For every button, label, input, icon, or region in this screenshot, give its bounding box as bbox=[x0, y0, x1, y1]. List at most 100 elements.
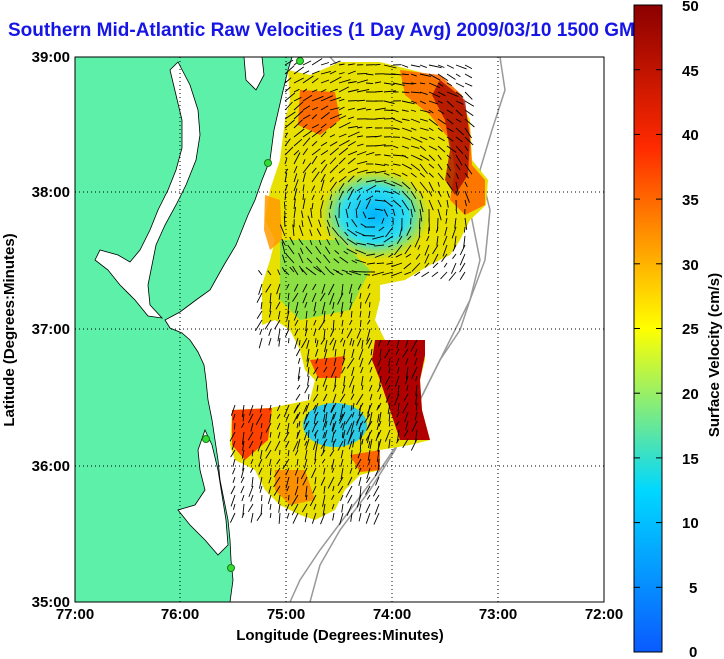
velocity-vector bbox=[326, 226, 331, 237]
velocity-vector bbox=[374, 199, 387, 202]
velocity-vector bbox=[241, 422, 245, 428]
velocity-vector bbox=[377, 366, 382, 375]
velocity-vector bbox=[365, 151, 375, 156]
velocity-vector bbox=[338, 157, 346, 165]
velocity-vector bbox=[334, 348, 337, 357]
velocity-vector bbox=[341, 328, 344, 335]
velocity-vector bbox=[350, 393, 355, 400]
velocity-vector bbox=[277, 310, 281, 320]
velocity-vector bbox=[276, 283, 281, 295]
velocity-vector bbox=[410, 109, 417, 112]
velocity-vector bbox=[311, 185, 316, 192]
velocity-vector bbox=[288, 337, 290, 344]
velocity-vector bbox=[250, 458, 254, 465]
velocity-vector bbox=[455, 64, 467, 70]
velocity-vector bbox=[305, 246, 313, 255]
velocity-vector bbox=[259, 485, 263, 493]
velocity-vector bbox=[309, 240, 313, 246]
velocity-vector bbox=[320, 438, 328, 450]
velocity-vector bbox=[388, 366, 391, 374]
velocity-vector bbox=[365, 185, 377, 192]
velocity-vector bbox=[332, 420, 337, 432]
velocity-vector bbox=[350, 420, 355, 432]
velocity-vector bbox=[437, 109, 445, 115]
velocity-vector bbox=[269, 413, 272, 423]
velocity-vector bbox=[396, 339, 400, 349]
velocity-vector bbox=[339, 512, 344, 525]
velocity-vector bbox=[419, 145, 427, 152]
velocity-vector bbox=[333, 357, 337, 367]
velocity-vector bbox=[320, 194, 324, 201]
velocity-vector bbox=[322, 440, 326, 454]
velocity-vector bbox=[386, 384, 391, 390]
velocity-vector bbox=[374, 144, 386, 147]
velocity-vector bbox=[247, 431, 254, 441]
velocity-vector bbox=[401, 136, 411, 141]
velocity-vector bbox=[405, 375, 409, 385]
velocity-vector bbox=[356, 99, 366, 102]
velocity-vector bbox=[315, 257, 322, 264]
velocity-vector bbox=[366, 253, 376, 256]
velocity-vector bbox=[401, 118, 410, 122]
velocity-vector bbox=[342, 339, 346, 347]
velocity-vector bbox=[401, 154, 409, 159]
velocity-vector bbox=[410, 199, 416, 213]
velocity-vector bbox=[355, 208, 358, 219]
velocity-vector bbox=[324, 429, 328, 439]
velocity-vector bbox=[446, 73, 456, 80]
velocity-vector bbox=[314, 431, 317, 439]
velocity-vector bbox=[395, 357, 400, 366]
velocity-vector bbox=[341, 366, 346, 374]
velocity-vector bbox=[383, 154, 391, 157]
velocity-vector bbox=[384, 375, 391, 385]
velocity-vector bbox=[330, 366, 337, 378]
velocity-vector bbox=[455, 136, 463, 143]
velocity-vector bbox=[292, 512, 299, 524]
velocity-vector bbox=[315, 246, 322, 255]
velocity-vector bbox=[388, 411, 391, 422]
colorbar: 50 45 40 35 30 25 20 15 10 5 0 Surface V… bbox=[633, 0, 723, 659]
velocity-vector bbox=[311, 77, 319, 84]
velocity-vector bbox=[285, 440, 290, 449]
velocity-vector bbox=[320, 159, 326, 165]
velocity-vector bbox=[366, 262, 376, 265]
velocity-vector bbox=[322, 494, 326, 507]
velocity-vector bbox=[356, 79, 369, 84]
velocity-vector bbox=[347, 228, 358, 237]
velocity-vector bbox=[298, 238, 304, 246]
velocity-vector bbox=[441, 253, 448, 262]
velocity-vector bbox=[405, 339, 409, 348]
velocity-vector bbox=[392, 199, 402, 208]
velocity-vector bbox=[368, 384, 373, 392]
velocity-vector bbox=[366, 422, 371, 431]
velocity-vector bbox=[446, 154, 452, 159]
velocity-vector bbox=[347, 188, 355, 201]
velocity-vector bbox=[448, 271, 457, 281]
velocity-vector bbox=[392, 118, 403, 124]
velocity-vector bbox=[324, 420, 328, 428]
velocity-vector bbox=[374, 244, 385, 247]
velocity-vector bbox=[426, 235, 430, 242]
velocity-vector bbox=[311, 202, 314, 210]
velocity-vector bbox=[410, 438, 418, 451]
velocity-vector bbox=[419, 73, 431, 77]
velocity-vector bbox=[455, 127, 465, 136]
velocity-vector bbox=[376, 404, 380, 411]
velocity-vector bbox=[329, 70, 337, 75]
velocity-vector bbox=[359, 429, 364, 441]
velocity-vector bbox=[258, 270, 263, 276]
velocity-vector bbox=[369, 438, 373, 450]
velocity-vector bbox=[414, 429, 418, 443]
velocity-vector bbox=[356, 328, 362, 339]
velocity-vector bbox=[258, 283, 263, 295]
velocity-vector bbox=[361, 438, 364, 445]
velocity-vector bbox=[341, 431, 344, 438]
velocity-vector bbox=[304, 328, 308, 337]
velocity-vector bbox=[338, 147, 349, 156]
velocity-vector bbox=[316, 339, 319, 348]
velocity-vector bbox=[378, 393, 382, 400]
velocity-vector bbox=[410, 339, 418, 352]
velocity-vector bbox=[337, 440, 344, 451]
velocity-vector bbox=[346, 503, 353, 516]
